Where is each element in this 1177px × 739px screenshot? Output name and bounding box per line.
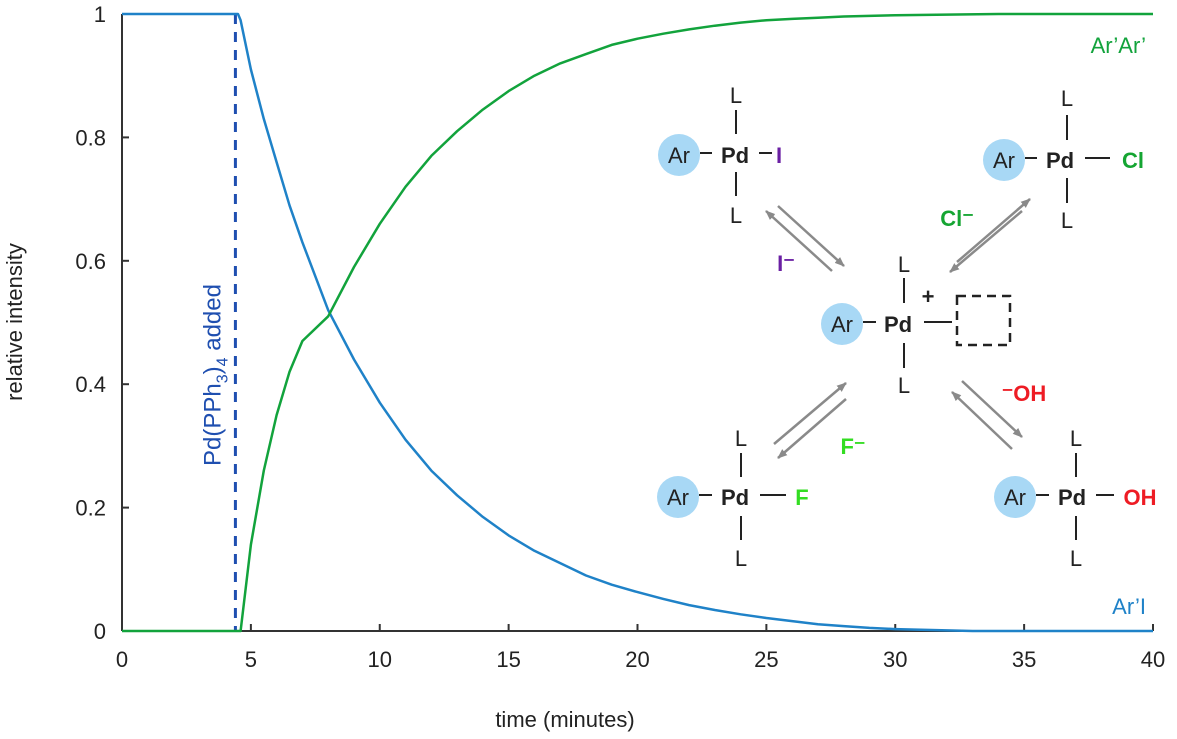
complex-cationic: Ar Pd L L + (821, 252, 1012, 398)
addition-label-part-3: added (199, 284, 226, 357)
metal-label: Pd (1058, 485, 1086, 510)
series-line-arar (122, 12, 1153, 633)
ligand-top: L (735, 426, 747, 451)
chloro-ligand: Cl (1122, 148, 1144, 173)
addition-label-sub-1: 3 (214, 374, 231, 383)
axes (121, 14, 1153, 632)
iodo-ligand: I (776, 143, 782, 168)
y-tick-label: 0.6 (75, 249, 106, 274)
y-tick-label: 0.4 (75, 372, 106, 397)
hydroxo-ligand: OH (1124, 485, 1157, 510)
aryl-circle (983, 139, 1025, 181)
x-tick-label: 20 (625, 647, 649, 672)
series-label-ari: Ar’I (1112, 594, 1146, 619)
addition-label-part-1: Pd(PPh (199, 383, 226, 466)
x-tick-label: 25 (754, 647, 778, 672)
aryl-circle (658, 134, 700, 176)
x-tick-label: 0 (116, 647, 128, 672)
metal-label: Pd (721, 143, 749, 168)
iodide-ion-label: I⁻ (777, 251, 795, 276)
complex-chloro: Ar Pd L L Cl (983, 86, 1144, 233)
aryl-label: Ar (993, 148, 1015, 173)
chloride-ion-label: Cl⁻ (940, 206, 974, 231)
addition-label: Pd(PPh3)4 added (199, 284, 231, 466)
arrow-fluoro-forward (773, 382, 847, 445)
x-tick-label: 10 (368, 647, 392, 672)
ligand-top: L (730, 83, 742, 108)
fluoride-ion-label: F⁻ (840, 434, 865, 459)
aryl-circle (994, 476, 1036, 518)
complex-iodo: Ar Pd L L I (658, 83, 782, 228)
charge-plus: + (922, 284, 935, 309)
y-ticks: 0 0.2 0.4 0.6 0.8 1 (75, 2, 129, 644)
ligand-bottom: L (735, 546, 747, 571)
addition-label-part-2: ) (199, 366, 226, 374)
x-tick-label: 40 (1141, 647, 1165, 672)
aryl-circle (657, 476, 699, 518)
aryl-label: Ar (1004, 485, 1026, 510)
complex-hydroxo: Ar Pd L L OH (994, 426, 1157, 571)
y-tick-label: 0.2 (75, 496, 106, 521)
metal-label: Pd (1046, 148, 1074, 173)
arrow-hydroxo-reverse (951, 391, 1013, 450)
addition-label-sub-2: 4 (214, 357, 231, 366)
ligand-top: L (1070, 426, 1082, 451)
aryl-label: Ar (831, 312, 853, 337)
x-tick-label: 15 (496, 647, 520, 672)
hydroxide-ion-label: ⁻OH (1002, 381, 1047, 406)
series-label-arar: Ar’Ar’ (1091, 33, 1146, 58)
arrow-fluoro-reverse (777, 398, 847, 459)
ligand-bottom: L (730, 203, 742, 228)
x-tick-label: 30 (883, 647, 907, 672)
arrow-hydroxo-forward (961, 380, 1023, 438)
x-ticks: 0 5 10 15 20 25 30 35 40 (116, 624, 1165, 672)
aryl-label: Ar (667, 485, 689, 510)
y-tick-label: 1 (94, 2, 106, 27)
series-layer (122, 12, 1153, 633)
y-tick-label: 0 (94, 619, 106, 644)
x-tick-label: 35 (1012, 647, 1036, 672)
series-line-ari (122, 12, 1153, 633)
vacant-site-box (955, 294, 1012, 347)
x-axis-title: time (minutes) (495, 707, 634, 732)
x-tick-label: 5 (245, 647, 257, 672)
arrow-iodo-forward (777, 205, 845, 267)
complex-fluoro: Ar Pd L L F (657, 426, 809, 571)
aryl-label: Ar (668, 143, 690, 168)
arrow-chloro-reverse (949, 210, 1023, 273)
ligand-bottom: L (1061, 208, 1073, 233)
arrow-iodo-reverse (765, 210, 833, 272)
ligand-bottom: L (898, 373, 910, 398)
metal-label: Pd (884, 312, 912, 337)
aryl-circle (821, 303, 863, 345)
ligand-bottom: L (1070, 546, 1082, 571)
reaction-scheme: Ar Pd L L I Ar Pd L L Cl Ar (657, 83, 1157, 571)
ligand-top: L (898, 252, 910, 277)
equilibrium-arrows (765, 198, 1031, 459)
fluoro-ligand: F (795, 485, 808, 510)
y-tick-label: 0.8 (75, 125, 106, 150)
y-axis-title: relative intensity (2, 243, 27, 401)
ligand-top: L (1061, 86, 1073, 111)
arrow-chloro-forward (956, 198, 1031, 263)
metal-label: Pd (721, 485, 749, 510)
